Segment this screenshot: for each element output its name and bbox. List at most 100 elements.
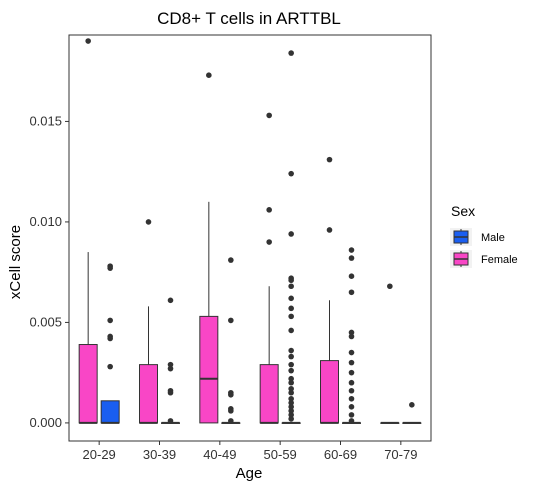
x-tick-label: 50-59 [264, 447, 297, 462]
x-tick-label: 40-49 [203, 447, 236, 462]
outlier-point [348, 255, 355, 261]
outlier-point [167, 297, 174, 304]
y-tick-label: 0.010 [29, 214, 62, 229]
y-tick-label: 0.015 [29, 113, 62, 128]
box-50-59-left [259, 112, 279, 424]
outlier-point [167, 389, 174, 396]
outlier-point [288, 295, 294, 302]
outlier-point [288, 412, 294, 418]
box-body [320, 360, 339, 424]
outlier-point [348, 329, 355, 336]
box-60-69-right [342, 247, 361, 424]
outlier-point [348, 333, 355, 340]
box-40-49-left [199, 72, 219, 424]
box-30-39-left [139, 219, 158, 424]
legend: Sex Male Female [450, 203, 518, 268]
outlier-point [288, 379, 294, 386]
outlier-point [348, 379, 355, 386]
box-70-79-right [402, 402, 422, 424]
outlier-point [288, 231, 294, 237]
outlier-point [326, 156, 333, 163]
box-30-39-right [161, 297, 180, 424]
outlier-point [288, 170, 294, 177]
outlier-point [167, 361, 174, 368]
box-20-29-left [78, 38, 98, 424]
box-50-59-right [281, 50, 301, 424]
legend-label-male: Male [481, 232, 505, 244]
chart-axes: 20-29 30-39 40-49 50-59 60-69 70-79 0.000 0.005… [29, 113, 417, 462]
plot-panel [68, 34, 432, 442]
legend-key-male [450, 228, 472, 246]
legend-title: Sex [451, 203, 475, 219]
outlier-point [228, 317, 234, 324]
outlier-point [409, 402, 415, 408]
outlier-point [228, 408, 234, 414]
outlier-point [107, 363, 113, 370]
outlier-point [348, 395, 355, 402]
x-axis-title: Age [236, 465, 263, 482]
outlier-point [228, 391, 234, 398]
outlier-point [288, 408, 294, 414]
outlier-point [266, 207, 272, 213]
box-60-69-left [320, 156, 339, 424]
outlier-point [288, 327, 294, 334]
box-body [100, 400, 120, 424]
outlier-point [288, 404, 294, 410]
outlier-point [288, 305, 294, 312]
y-axis-title: xCell score [7, 225, 24, 299]
chart-title: CD8+ T cells in ARTTBL [157, 9, 341, 28]
outlier-point [288, 385, 294, 392]
outlier-point [167, 418, 174, 424]
outlier-point [288, 416, 294, 422]
outlier-point [288, 361, 294, 368]
x-tick-label: 30-39 [143, 447, 176, 462]
box-70-79-left [380, 283, 400, 424]
box-body [199, 315, 219, 424]
outlier-point [288, 50, 294, 56]
outlier-point [266, 239, 272, 245]
outlier-point [348, 387, 355, 394]
outlier-point [348, 289, 355, 296]
outlier-point [288, 375, 294, 382]
outlier-point [288, 283, 294, 290]
outlier-point [348, 273, 355, 279]
outlier-point [387, 283, 393, 290]
outlier-point [348, 359, 355, 366]
outlier-point [288, 367, 294, 374]
outlier-point [145, 219, 152, 225]
outlier-point [288, 353, 294, 360]
outlier-point [348, 247, 355, 253]
outlier-point [348, 412, 355, 418]
box-body [259, 364, 279, 424]
outlier-point [348, 418, 355, 424]
outlier-point [288, 400, 294, 406]
outlier-point [206, 72, 212, 78]
legend-label-female: Female [481, 254, 518, 266]
outlier-point [288, 277, 294, 284]
outlier-point [288, 347, 294, 354]
y-tick-label: 0.005 [29, 314, 62, 329]
outlier-point [288, 313, 294, 320]
outlier-point [266, 112, 272, 119]
outlier-point [107, 317, 113, 324]
outlier-point [228, 257, 234, 263]
legend-key-female [450, 250, 472, 268]
chart-marks [78, 38, 422, 424]
outlier-point [167, 365, 174, 372]
outlier-point [228, 418, 234, 424]
outlier-point [288, 395, 294, 402]
outlier-point [348, 349, 355, 356]
outlier-point [85, 38, 91, 44]
outlier-point [107, 335, 113, 342]
box-40-49-right [221, 257, 241, 424]
box-20-29-right [100, 263, 120, 424]
outlier-point [288, 389, 294, 396]
x-tick-label: 70-79 [384, 447, 417, 462]
outlier-point [107, 265, 113, 271]
outlier-point [348, 369, 355, 376]
box-body [78, 344, 98, 424]
x-tick-label: 60-69 [324, 447, 357, 462]
y-tick-label: 0.000 [29, 415, 62, 430]
x-tick-label: 20-29 [83, 447, 116, 462]
